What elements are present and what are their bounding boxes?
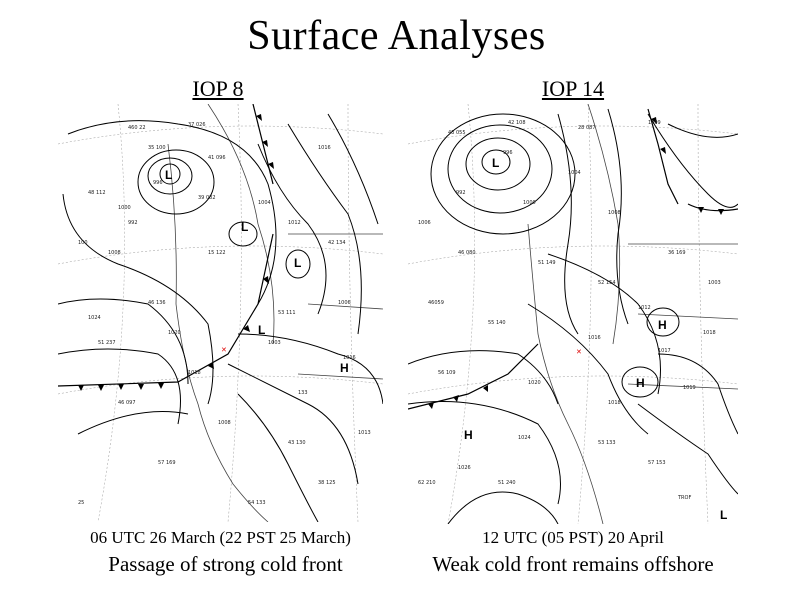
panel-label-iop8: IOP 8	[192, 76, 244, 101]
slide-title: Surface Analyses	[247, 13, 546, 59]
svg-text:1018: 1018	[703, 330, 716, 336]
svg-text:1008: 1008	[108, 250, 121, 256]
svg-text:1008: 1008	[218, 420, 231, 426]
panel-caption-iop8: Passage of strong cold front	[108, 552, 343, 576]
svg-text:51 237: 51 237	[98, 340, 116, 346]
svg-text:1000: 1000	[523, 200, 536, 206]
svg-text:1020: 1020	[528, 380, 541, 386]
svg-text:43 130: 43 130	[288, 440, 306, 446]
svg-text:62 210: 62 210	[418, 480, 436, 486]
svg-text:1003: 1003	[708, 280, 721, 286]
svg-text:1016: 1016	[343, 355, 356, 361]
svg-text:H: H	[658, 318, 667, 332]
svg-text:15 122: 15 122	[208, 250, 226, 256]
svg-text:996: 996	[153, 180, 163, 186]
svg-text:42 134: 42 134	[328, 240, 346, 246]
svg-text:1006: 1006	[418, 220, 431, 226]
svg-text:1004: 1004	[568, 170, 581, 176]
panel-time-iop14: 12 UTC (05 PST) 20 April	[482, 528, 664, 547]
svg-text:54 133: 54 133	[248, 500, 266, 506]
svg-text:51 149: 51 149	[538, 260, 556, 266]
svg-text:H: H	[464, 428, 473, 442]
svg-text:992: 992	[128, 220, 138, 226]
svg-text:996: 996	[503, 150, 513, 156]
svg-text:46 097: 46 097	[118, 400, 136, 406]
svg-text:133: 133	[298, 390, 308, 396]
svg-text:L: L	[241, 220, 248, 234]
svg-text:1000: 1000	[118, 205, 131, 211]
svg-text:36 169: 36 169	[668, 250, 686, 256]
svg-text:46 080: 46 080	[458, 250, 476, 256]
svg-text:460 22: 460 22	[128, 125, 146, 131]
svg-text:41 096: 41 096	[208, 155, 226, 161]
svg-text:1004: 1004	[258, 200, 271, 206]
svg-text:37 026: 37 026	[188, 122, 206, 128]
svg-text:1024: 1024	[88, 315, 101, 321]
svg-text:1017: 1017	[658, 348, 671, 354]
svg-text:TROF: TROF	[677, 495, 691, 501]
svg-text:52 154: 52 154	[598, 280, 616, 286]
svg-text:53 133: 53 133	[598, 440, 616, 446]
svg-text:L: L	[720, 508, 727, 522]
svg-text:1012: 1012	[288, 220, 301, 226]
svg-text:L: L	[165, 168, 172, 182]
surface-map-iop14: 43 055 42 108 28 087 1009 992 996 1000 1004 …	[408, 104, 738, 524]
svg-text:1009: 1009	[648, 120, 661, 126]
svg-text:56 109: 56 109	[438, 370, 456, 376]
svg-text:1012: 1012	[638, 305, 651, 311]
svg-text:25: 25	[78, 500, 84, 506]
svg-text:100: 100	[78, 240, 88, 246]
svg-text:1016: 1016	[318, 145, 331, 151]
svg-text:1008: 1008	[608, 210, 621, 216]
svg-text:39 082: 39 082	[198, 195, 216, 201]
svg-text:57 153: 57 153	[648, 460, 666, 466]
svg-text:1018: 1018	[188, 370, 201, 376]
svg-text:L: L	[492, 156, 499, 170]
svg-text:28 087: 28 087	[578, 125, 596, 131]
svg-text:55 140: 55 140	[488, 320, 506, 326]
svg-text:1020: 1020	[168, 330, 181, 336]
svg-text:L: L	[258, 323, 265, 337]
svg-text:1019: 1019	[683, 385, 696, 391]
svg-text:1018: 1018	[608, 400, 621, 406]
svg-text:43 055: 43 055	[448, 130, 466, 136]
svg-text:✕: ✕	[576, 348, 582, 356]
svg-text:H: H	[636, 376, 645, 390]
panel-caption-iop14: Weak cold front remains offshore	[432, 552, 714, 576]
svg-text:48 112: 48 112	[88, 190, 106, 196]
panel-time-iop8: 06 UTC 26 March (22 PST 25 March)	[90, 528, 351, 547]
surface-map-iop8: 460 22 37 026 35 100 41 096 48 112 1000 39 …	[58, 104, 383, 522]
svg-text:46059: 46059	[428, 300, 444, 306]
svg-text:1013: 1013	[358, 430, 371, 436]
svg-text:46 136: 46 136	[148, 300, 166, 306]
svg-text:1006: 1006	[338, 300, 351, 306]
svg-text:992: 992	[456, 190, 466, 196]
svg-text:✕: ✕	[221, 346, 227, 354]
svg-text:53 111: 53 111	[278, 310, 296, 316]
svg-text:51 240: 51 240	[498, 480, 516, 486]
svg-text:35 100: 35 100	[148, 145, 166, 151]
svg-text:1016: 1016	[588, 335, 601, 341]
svg-text:1003: 1003	[268, 340, 281, 346]
svg-text:L: L	[294, 256, 301, 270]
svg-text:42 108: 42 108	[508, 120, 526, 126]
panel-label-iop14: IOP 14	[541, 76, 605, 101]
svg-text:1024: 1024	[518, 435, 531, 441]
svg-text:H: H	[340, 361, 349, 375]
svg-text:38 125: 38 125	[318, 480, 336, 486]
svg-text:57 169: 57 169	[158, 460, 176, 466]
svg-text:1026: 1026	[458, 465, 471, 471]
